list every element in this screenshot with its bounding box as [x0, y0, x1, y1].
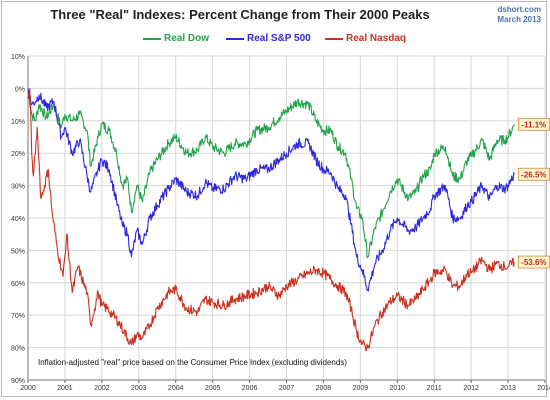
legend-swatch-sp500: [226, 37, 244, 40]
legend-swatch-nasdaq: [325, 37, 343, 40]
x-tick-label: 2000: [20, 385, 36, 392]
x-tick-label: 2006: [242, 385, 258, 392]
x-tick-label: 2005: [205, 385, 221, 392]
end-label-dow: -11.1%: [521, 120, 546, 129]
legend: Real Dow Real S&P 500 Real Nasdaq: [0, 33, 550, 49]
source-credit: dshort.com March 2013: [497, 5, 541, 25]
x-tick-label: 2003: [131, 385, 147, 392]
y-tick-label: 80%: [11, 346, 25, 353]
y-tick-label: 10%: [11, 54, 25, 61]
end-label-box-nasdaq: [517, 255, 550, 269]
x-tick-label: 2014: [537, 385, 550, 392]
x-tick-label: 2002: [94, 385, 110, 392]
x-tick-label: 2008: [316, 385, 332, 392]
end-label-nasdaq: -53.6%: [521, 258, 546, 267]
end-label-box-sp500: [517, 167, 550, 181]
y-tick-label: 90%: [11, 378, 25, 385]
y-tick-label: 0%: [15, 86, 25, 93]
source-site: dshort.com: [497, 5, 541, 14]
end-label-sp500: -26.5%: [521, 170, 546, 179]
legend-label-nasdaq: Real Nasdaq: [346, 33, 407, 44]
y-tick-label: 30%: [11, 184, 25, 191]
x-tick-label: 2009: [353, 385, 369, 392]
legend-label-dow: Real Dow: [164, 33, 210, 44]
x-tick-label: 2010: [389, 385, 405, 392]
y-tick-label: 20%: [11, 151, 25, 158]
series-line-dow: [27, 88, 515, 259]
chart-footnote: Inflation-adjusted "real" price based on…: [38, 358, 347, 367]
series-line-sp500: [27, 88, 515, 292]
legend-item-dow: Real Dow: [143, 33, 209, 44]
x-tick-label: 2004: [168, 385, 184, 392]
legend-item-sp500: Real S&P 500: [226, 33, 311, 44]
series-line-nasdaq: [27, 87, 515, 352]
legend-item-nasdaq: Real Nasdaq: [325, 33, 406, 44]
y-tick-label: 50%: [11, 248, 25, 255]
x-tick-label: 2011: [427, 385, 442, 392]
y-tick-label: 70%: [11, 313, 25, 320]
x-tick-label: 2001: [57, 385, 73, 392]
chart-title: Three "Real" Indexes: Percent Change fro…: [50, 7, 430, 22]
y-tick-label: 60%: [11, 281, 25, 288]
x-tick-label: 2012: [463, 385, 479, 392]
end-label-box-dow: [517, 117, 550, 131]
x-tick-label: 2007: [279, 385, 295, 392]
legend-label-sp500: Real S&P 500: [247, 33, 311, 44]
source-date: March 2013: [497, 15, 541, 24]
x-tick-label: 2013: [500, 385, 516, 392]
legend-swatch-dow: [143, 37, 161, 40]
y-tick-label: 10%: [11, 119, 25, 126]
y-tick-label: 40%: [11, 216, 25, 223]
